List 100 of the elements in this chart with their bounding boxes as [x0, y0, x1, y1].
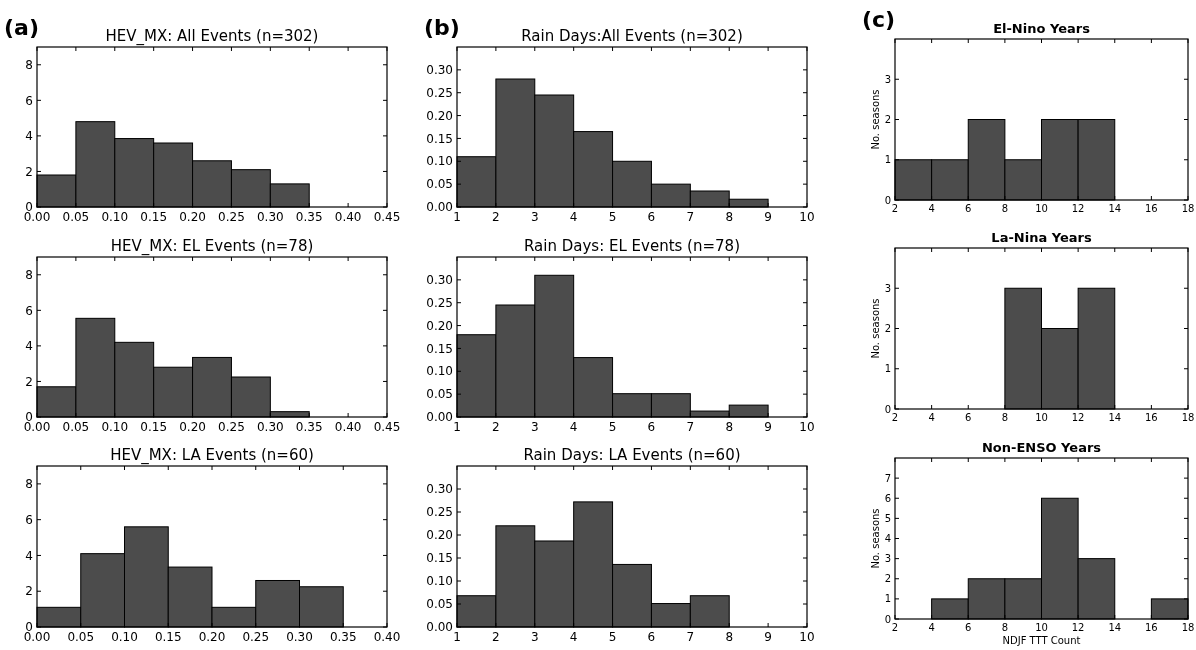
x-tick-label: 4: [569, 630, 578, 644]
x-tick-label: 0.35: [295, 420, 323, 434]
x-tick-label: 0.10: [101, 420, 129, 434]
text: (a): [4, 15, 39, 40]
y-axis-title: No. seasons: [870, 298, 881, 359]
y-tick-label: 0.25: [426, 505, 453, 520]
chart-title: HEV_MX: LA Events (n=60): [110, 446, 314, 465]
y-tick-label: 2: [25, 374, 33, 389]
x-tick-label: 4: [569, 210, 578, 224]
chart-title: HEV_MX: All Events (n=302): [105, 27, 319, 46]
y-tick-label: 0.25: [426, 295, 453, 310]
x-tick-label: 0.25: [242, 630, 270, 644]
x-tick-label: 7: [686, 420, 695, 434]
x-tick-label: 18: [1181, 622, 1195, 633]
y-tick-label: 6: [884, 492, 891, 504]
x-tick-label: 0.30: [256, 210, 284, 224]
y-tick-label: 1: [884, 363, 891, 375]
x-tick-label: 6: [647, 630, 656, 644]
x-tick-label: 10: [799, 210, 815, 224]
y-tick-label: 5: [884, 512, 891, 524]
y-tick-label: 6: [25, 303, 33, 318]
x-tick-label: 16: [1145, 203, 1158, 214]
x-tick-label: 12: [1071, 412, 1085, 423]
chart-title: Rain Days: EL Events (n=78): [523, 237, 741, 255]
x-tick-label: 8: [1001, 622, 1009, 633]
y-tick-label: 0.20: [426, 108, 453, 123]
x-tick-label: 0.05: [62, 420, 90, 434]
y-tick-label: 0.15: [426, 341, 453, 356]
y-axis-title: No. seasons: [870, 508, 881, 569]
y-tick-label: 0.10: [426, 364, 453, 379]
y-tick-label: 8: [25, 267, 33, 282]
y-tick-label: 7: [884, 472, 891, 484]
x-tick-label: 14: [1108, 622, 1122, 633]
x-tick-label: 0.10: [101, 210, 129, 224]
x-tick-label: 5: [608, 420, 617, 434]
x-tick-label: 10: [1035, 622, 1048, 633]
y-tick-label: 0.05: [426, 597, 453, 612]
x-tick-label: 12: [1071, 203, 1085, 214]
x-tick-label: 0.30: [256, 420, 284, 434]
y-tick-label: 1: [884, 593, 891, 605]
chart-title: Rain Days: LA Events (n=60): [523, 446, 741, 464]
x-tick-label: 0.05: [67, 630, 95, 644]
y-tick-label: 0.30: [426, 482, 453, 497]
x-tick-label: 8: [725, 210, 734, 224]
x-tick-label: 6: [965, 412, 972, 423]
y-tick-label: 0.10: [426, 154, 453, 169]
x-tick-label: 18: [1181, 203, 1195, 214]
x-tick-label: 7: [686, 630, 695, 644]
text: (b): [424, 15, 460, 40]
x-tick-label: 3: [530, 210, 539, 224]
x-tick-label: 8: [1001, 203, 1009, 214]
x-tick-label: 10: [799, 630, 815, 644]
y-tick-label: 0.25: [426, 85, 453, 100]
x-tick-label: 0.35: [329, 630, 357, 644]
x-tick-label: 12: [1071, 622, 1085, 633]
y-axis-title: No. seasons: [870, 89, 881, 150]
x-tick-label: 0.30: [286, 630, 313, 644]
x-tick-label: 2: [492, 420, 500, 434]
x-tick-label: 10: [1035, 412, 1048, 423]
y-tick-label: 6: [25, 93, 33, 108]
y-tick-label: 0.15: [426, 551, 453, 566]
x-tick-label: 18: [1181, 412, 1195, 423]
x-tick-label: 10: [1035, 203, 1048, 214]
x-tick-label: 0.40: [334, 210, 362, 224]
y-tick-label: 2: [25, 584, 33, 599]
y-tick-label: 6: [25, 512, 33, 527]
y-tick-label: 2: [884, 114, 891, 125]
x-tick-label: 14: [1108, 412, 1122, 423]
x-tick-label: 10: [799, 420, 815, 434]
y-tick-label: 8: [25, 57, 33, 72]
x-tick-label: 0.45: [373, 420, 401, 434]
y-tick-label: 2: [25, 164, 33, 179]
y-tick-label: 4: [25, 339, 33, 354]
x-tick-label: 0.15: [140, 210, 168, 224]
x-tick-label: 6: [965, 203, 972, 214]
x-tick-label: 0.35: [295, 210, 323, 224]
x-tick-label: 0.05: [62, 210, 90, 224]
y-tick-label: 4: [25, 548, 33, 563]
y-tick-label: 0.20: [426, 528, 453, 543]
x-tick-label: 6: [647, 420, 656, 434]
x-tick-label: 8: [1001, 412, 1009, 423]
x-tick-label: 0.25: [218, 210, 245, 224]
x-tick-label: 8: [725, 420, 734, 434]
x-tick-label: 9: [764, 630, 772, 644]
x-tick-label: 9: [764, 210, 772, 224]
chart-title: Rain Days:All Events (n=302): [521, 27, 743, 45]
y-tick-label: 8: [25, 477, 33, 492]
x-tick-label: 2: [891, 203, 899, 214]
y-tick-label: 2: [884, 573, 891, 585]
x-tick-label: 9: [764, 420, 772, 434]
x-tick-label: 5: [608, 210, 617, 224]
x-tick-label: 0.40: [373, 630, 401, 644]
x-tick-label: 3: [530, 630, 539, 644]
x-tick-label: 0.20: [179, 420, 206, 434]
text: (c): [862, 7, 896, 32]
y-tick-label: 0.20: [426, 318, 453, 333]
x-tick-label: 16: [1145, 622, 1158, 633]
x-tick-label: 0.20: [198, 630, 226, 644]
y-tick-label: 0.30: [426, 63, 453, 78]
y-tick-label: 4: [25, 129, 33, 144]
